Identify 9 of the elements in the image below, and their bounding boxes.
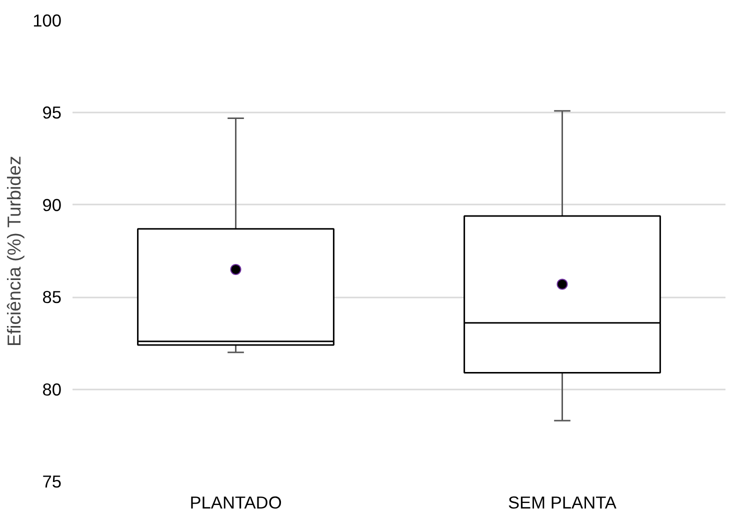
- y-axis-title: Eficiência (%) Turbidez: [4, 156, 25, 347]
- y-tick-label: 100: [32, 10, 62, 30]
- y-tick-label: 85: [42, 287, 62, 308]
- x-tick-label: PLANTADO: [190, 492, 282, 512]
- y-tick-label: 80: [42, 379, 62, 400]
- y-tick-label: 95: [42, 102, 62, 123]
- y-tick-label: 75: [42, 472, 62, 492]
- y-tick-label: 90: [42, 194, 62, 215]
- x-tick-label: SEM PLANTA: [508, 492, 617, 512]
